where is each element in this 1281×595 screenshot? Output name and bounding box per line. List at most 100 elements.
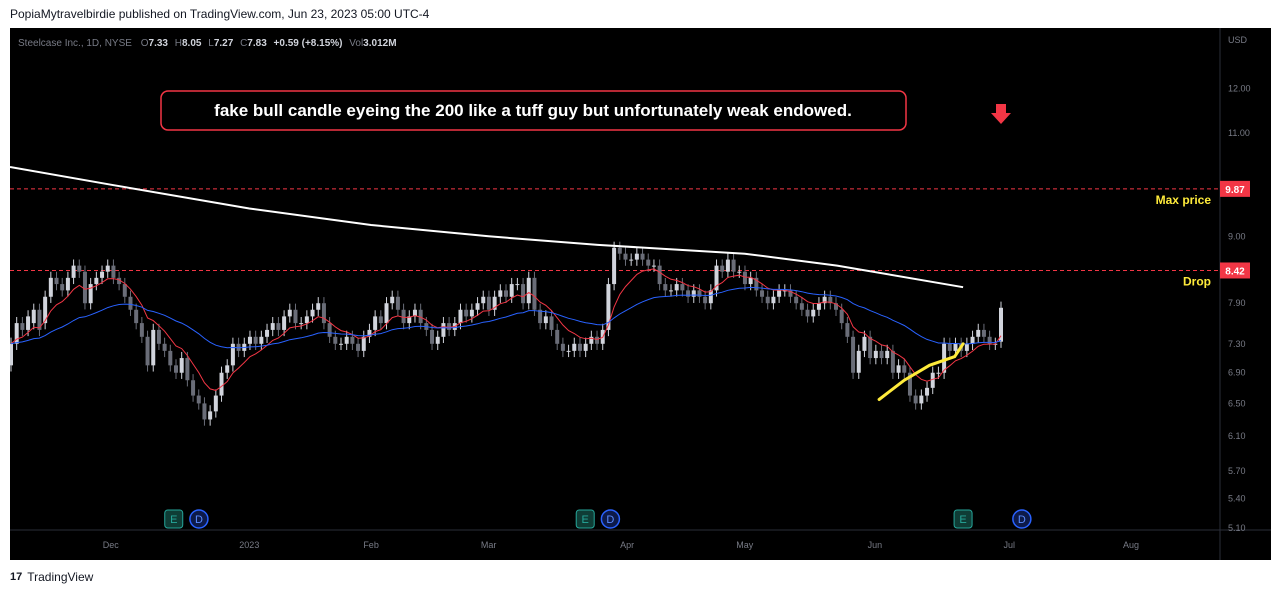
tradingview-logo-icon: 17 <box>10 571 23 583</box>
candle-body <box>623 253 628 260</box>
level-price-label: 9.87 <box>1225 185 1245 196</box>
candle-body <box>145 336 150 366</box>
candle-body <box>526 277 531 304</box>
candle-body <box>37 309 42 330</box>
candles <box>9 241 1003 426</box>
candle-body <box>151 329 156 366</box>
candle-body <box>851 336 856 373</box>
candle-body <box>31 309 36 324</box>
chart-panel[interactable]: USD 12.00 11.00 9.00 7.90 7.30 6.90 6.50 6.10 5.… <box>9 28 1271 560</box>
candle-body <box>617 247 622 254</box>
level-price-badge <box>1220 262 1250 279</box>
candle-body <box>509 284 514 297</box>
candle-body <box>839 309 844 324</box>
candle-body <box>902 365 907 373</box>
time-tick-label: 2023 <box>239 540 259 550</box>
price-tick-label: 11.00 <box>1228 128 1250 138</box>
candle-body <box>304 316 309 324</box>
low-value: 7.27 <box>214 38 234 49</box>
candle-body <box>441 323 446 337</box>
candle-body <box>356 343 361 351</box>
candle-body <box>674 284 679 291</box>
candle-body <box>925 387 930 396</box>
event-label: D <box>606 514 614 526</box>
event-label: E <box>959 514 966 526</box>
candle-body <box>879 350 884 359</box>
candle-body <box>88 284 93 304</box>
candle-body <box>885 350 890 359</box>
candle-body <box>577 343 582 351</box>
candle-body <box>458 309 463 324</box>
candle-body <box>71 265 76 278</box>
candle-body <box>555 329 560 344</box>
candle-body <box>595 336 600 344</box>
ma200-line <box>9 166 964 289</box>
candle-body <box>930 372 935 388</box>
time-tick-label: Mar <box>481 540 497 550</box>
candle-body <box>845 323 850 337</box>
candle-body <box>174 365 178 373</box>
candle-body <box>230 343 235 366</box>
high-label: H <box>175 38 182 49</box>
candle-body <box>834 303 838 310</box>
dividend-marker <box>189 509 209 529</box>
candle-body <box>9 343 13 366</box>
candle-body <box>999 307 1003 342</box>
candle-body <box>367 329 372 337</box>
highlight-ema-line <box>877 342 965 401</box>
down-arrow-icon <box>991 104 1011 124</box>
symbol-name: Steelcase Inc., 1D, NYSE <box>18 38 132 49</box>
candle-body <box>720 265 725 272</box>
annotation-box[interactable] <box>160 90 907 131</box>
candle-body <box>521 284 526 304</box>
candle-body <box>327 323 332 337</box>
candle-body <box>361 336 366 351</box>
candle-body <box>412 309 417 317</box>
candle-body <box>498 290 503 297</box>
candle-body <box>760 290 765 297</box>
open-label: O <box>141 38 149 49</box>
annotation-text: fake bull candle eyeing the 200 like a t… <box>214 101 852 120</box>
candle-body <box>680 284 685 291</box>
candle-body <box>162 343 167 351</box>
candle-body <box>714 265 719 291</box>
candle-body <box>265 329 270 337</box>
candle-body <box>504 290 508 297</box>
candle-body <box>868 336 873 359</box>
candle-body <box>321 303 326 324</box>
candle-body <box>202 403 207 420</box>
currency-label: USD <box>1228 35 1248 45</box>
candle-body <box>964 343 969 351</box>
time-tick-label: Jun <box>868 540 883 550</box>
candle-body <box>657 265 662 285</box>
candle-body <box>873 350 878 359</box>
candle-body <box>282 316 287 330</box>
price-tick-label: 5.70 <box>1228 466 1246 476</box>
candle-body <box>691 290 696 297</box>
candle-body <box>156 329 161 344</box>
candle-body <box>788 290 793 297</box>
candle-body <box>270 323 275 330</box>
candle-body <box>549 316 554 330</box>
candle-body <box>686 290 691 297</box>
candle-body <box>287 309 292 317</box>
price-tick-label: 7.90 <box>1228 298 1246 308</box>
candle-body <box>794 296 799 304</box>
candle-body <box>538 309 543 324</box>
volume-label: Vol <box>349 38 363 49</box>
price-axis: 12.00 11.00 9.00 7.90 7.30 6.90 6.50 6.10 5.70 5.… <box>1228 83 1251 533</box>
close-label: C <box>240 38 247 49</box>
dividend-marker <box>600 509 621 529</box>
candle-body <box>447 323 452 330</box>
candle-body <box>981 329 986 337</box>
candle-body <box>168 350 173 366</box>
price-chart[interactable]: USD 12.00 11.00 9.00 7.90 7.30 6.90 6.50 6.10 5.… <box>9 28 1271 560</box>
candle-body <box>253 336 258 344</box>
candle-body <box>765 296 770 304</box>
candle-body <box>799 303 804 310</box>
candle-body <box>697 290 702 297</box>
price-tick-label: 6.10 <box>1228 431 1246 441</box>
candle-body <box>390 296 395 304</box>
candle-body <box>856 350 861 373</box>
candle-body <box>464 309 469 317</box>
